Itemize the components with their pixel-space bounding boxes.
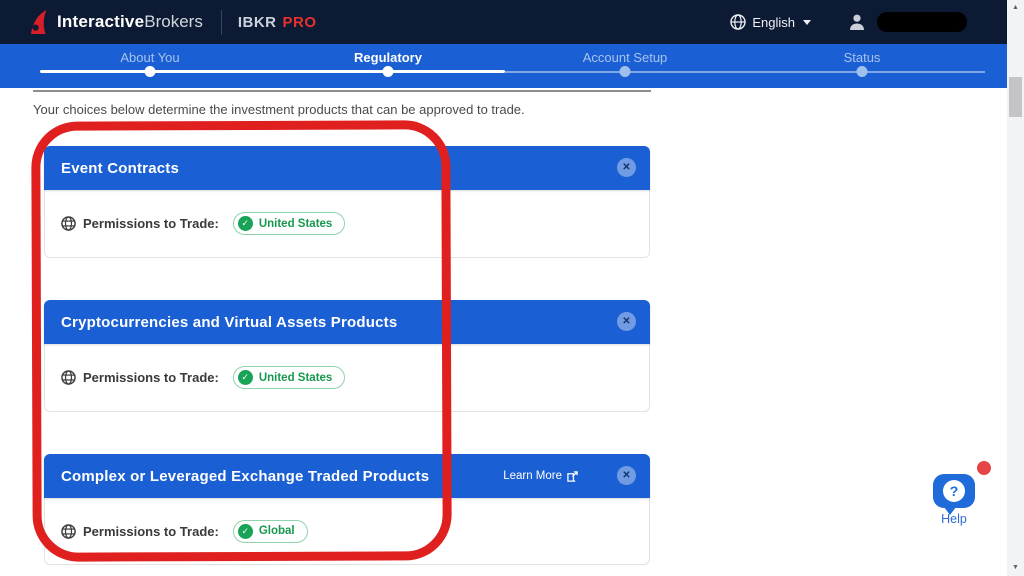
step-label-regulatory[interactable]: Regulatory — [354, 50, 422, 65]
step-label-account-setup[interactable]: Account Setup — [582, 50, 668, 65]
learn-more-label: Learn More — [503, 470, 562, 482]
badge-label: United States — [258, 371, 333, 384]
globe-icon — [730, 14, 747, 30]
card-complex-leveraged-etp-body: Permissions to Trade: ✓ Global — [44, 498, 650, 565]
card-cryptocurrencies-body: Permissions to Trade: ✓ United States — [44, 344, 650, 412]
globe-icon — [61, 216, 76, 231]
help-button[interactable]: ? — [933, 474, 975, 515]
card-title: Cryptocurrencies and Virtual Assets Prod… — [61, 313, 398, 331]
plan-ibkr-label: IBKR — [237, 13, 277, 31]
card-cryptocurrencies: Cryptocurrencies and Virtual Assets Prod… — [44, 300, 650, 412]
intro-text: Your choices below determine the investm… — [33, 102, 525, 117]
ibkr-logo[interactable]: Interactive Brokers — [30, 9, 203, 35]
check-icon: ✓ — [237, 370, 253, 385]
learn-more-link[interactable]: Learn More — [503, 454, 578, 498]
chevron-down-icon — [803, 19, 811, 25]
close-icon[interactable]: ✕ — [617, 466, 636, 485]
permission-badge: ✓ Global — [232, 519, 308, 543]
step-dot-regulatory[interactable] — [382, 66, 394, 77]
permission-badge: ✓ United States — [232, 212, 346, 235]
card-event-contracts: Event Contracts ✕ Permissions to Trade: … — [44, 146, 650, 258]
language-label: English — [752, 14, 795, 30]
progress-track-remaining — [505, 71, 985, 73]
card-title: Complex or Leveraged Exchange Traded Pro… — [61, 467, 430, 485]
check-icon: ✓ — [237, 216, 253, 231]
question-mark-icon: ? — [943, 480, 965, 502]
globe-icon — [61, 523, 76, 539]
close-icon[interactable]: ✕ — [617, 312, 636, 331]
language-selector[interactable]: English — [730, 14, 811, 30]
user-icon[interactable] — [847, 12, 867, 32]
brand-interactive: Interactive — [57, 12, 145, 31]
card-event-contracts-body: Permissions to Trade: ✓ United States — [44, 190, 650, 258]
permissions-label: Permissions to Trade: — [83, 523, 219, 539]
card-complex-leveraged-etp: Complex or Leveraged Exchange Traded Pro… — [44, 454, 650, 565]
card-event-contracts-header: Event Contracts ✕ — [44, 146, 650, 190]
step-dot-status[interactable] — [856, 66, 868, 77]
top-app-bar: Interactive Brokers IBKR PRO English — [0, 0, 1007, 44]
card-cryptocurrencies-header: Cryptocurrencies and Virtual Assets Prod… — [44, 300, 650, 344]
permission-badge: ✓ United States — [232, 366, 346, 389]
card-title: Event Contracts — [61, 159, 180, 177]
permissions-label: Permissions to Trade: — [83, 216, 219, 231]
card-complex-leveraged-etp-header: Complex or Leveraged Exchange Traded Pro… — [44, 454, 650, 498]
permissions-label: Permissions to Trade: — [83, 370, 219, 385]
ibkr-flame-icon — [31, 9, 47, 34]
help-notification-dot — [977, 461, 991, 475]
scrollbar-thumb[interactable] — [1009, 77, 1022, 117]
content-divider — [33, 90, 651, 92]
step-label-status[interactable]: Status — [843, 50, 881, 65]
step-dot-about-you[interactable] — [144, 66, 156, 77]
username-redacted — [877, 12, 967, 32]
step-label-about-you[interactable]: About You — [120, 50, 180, 65]
external-link-icon — [567, 470, 578, 482]
badge-label: United States — [258, 217, 333, 230]
progress-track-complete — [40, 70, 505, 73]
close-icon[interactable]: ✕ — [617, 158, 636, 177]
step-dot-account-setup[interactable] — [619, 66, 631, 77]
scrollbar-down-icon[interactable]: ▼ — [1012, 564, 1019, 571]
badge-label: Global — [258, 525, 295, 537]
scrollbar-track[interactable] — [1007, 0, 1024, 576]
header-divider — [220, 9, 222, 35]
scrollbar-up-icon[interactable]: ▲ — [1012, 4, 1019, 11]
plan-pro-label: PRO — [282, 13, 317, 31]
check-icon: ✓ — [237, 523, 253, 539]
progress-stepbar: About You Regulatory Account Setup Statu… — [0, 44, 1007, 88]
brand-brokers: Brokers — [144, 12, 203, 31]
help-label[interactable]: Help — [941, 512, 967, 526]
globe-icon — [61, 370, 76, 385]
